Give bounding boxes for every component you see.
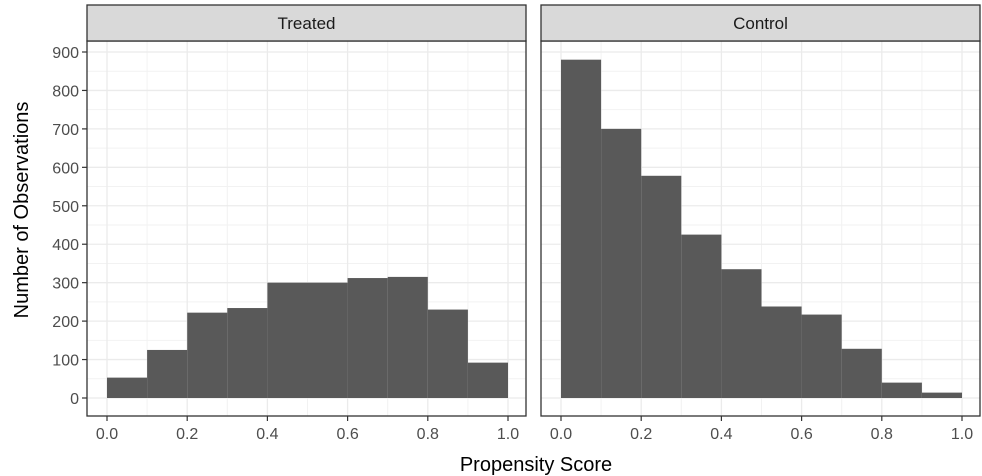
x-tick-label: 0.4 <box>256 426 278 443</box>
x-tick-label: 1.0 <box>951 426 973 443</box>
bars <box>561 59 962 398</box>
histogram-bar <box>427 309 468 398</box>
histogram-bar <box>107 377 148 398</box>
histogram-bar <box>467 362 508 398</box>
y-tick-label: 500 <box>52 199 79 216</box>
facet-label: Control <box>733 14 788 33</box>
facet-strip <box>86 4 527 42</box>
panel-1: Control 0.0 0.2 0.4 0.6 0.8 1.0 <box>540 4 981 443</box>
x-tick-label: 0.4 <box>710 426 732 443</box>
panel-0: Treated 0.0 0.2 0.4 0.6 0.8 1.0 0 100 200 300 400 50… <box>52 4 527 443</box>
x-tick-label: 0.8 <box>871 426 893 443</box>
histogram-bar <box>267 282 308 398</box>
histogram-bar <box>841 348 882 398</box>
x-tick-label: 0.6 <box>790 426 812 443</box>
y-tick-label: 200 <box>52 314 79 331</box>
histogram-bar <box>601 128 642 398</box>
y-tick-label: 900 <box>52 45 79 62</box>
y-tick-label: 100 <box>52 353 79 370</box>
x-tick-label: 0.2 <box>630 426 652 443</box>
histogram-bar <box>561 59 602 398</box>
x-tick-label: 0.6 <box>336 426 358 443</box>
histogram-bar <box>761 306 802 398</box>
histogram-bar <box>721 269 762 398</box>
histogram-bar <box>307 282 348 398</box>
y-tick-label: 800 <box>52 83 79 100</box>
histogram-bar <box>387 276 428 398</box>
x-tick-label: 1.0 <box>497 426 519 443</box>
y-tick-label: 700 <box>52 122 79 139</box>
histogram-bar <box>881 382 922 398</box>
facet-strip <box>540 4 981 42</box>
y-tick-label: 300 <box>52 276 79 293</box>
x-tick-label: 0.2 <box>176 426 198 443</box>
y-tick-label: 400 <box>52 237 79 254</box>
bars <box>107 276 508 398</box>
histogram-bar <box>641 175 682 398</box>
histogram-bar <box>347 278 388 398</box>
histogram-bar <box>681 234 722 398</box>
histogram-bar <box>801 314 842 398</box>
y-axis-title: Number of Observations <box>11 102 33 319</box>
histogram-bar <box>921 392 962 398</box>
x-axis-title: Propensity Score <box>460 454 612 476</box>
x-tick-label: 0.0 <box>550 426 572 443</box>
x-tick-label: 0.8 <box>417 426 439 443</box>
histogram-bar <box>147 349 188 398</box>
facet-label: Treated <box>278 14 336 33</box>
x-tick-label: 0.0 <box>96 426 118 443</box>
histogram-bar <box>187 312 228 398</box>
y-tick-label: 600 <box>52 160 79 177</box>
histogram-bar <box>227 308 268 398</box>
y-tick-label: 0 <box>70 391 79 408</box>
